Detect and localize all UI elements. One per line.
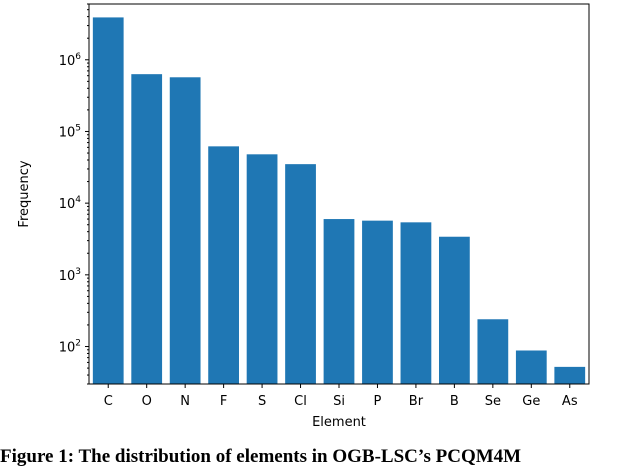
bar-cl [285, 164, 316, 384]
x-tick-label: Cl [294, 394, 307, 409]
x-tick-label: Ge [522, 394, 540, 409]
frequency-bar-chart: C O N F S Cl Si P Br B Se Ge As 102 103 104 105 106 Elem… [17, 3, 590, 430]
x-tick-label: C [104, 394, 113, 409]
x-tick-label: Si [333, 394, 345, 409]
x-tick-label: N [180, 394, 190, 409]
x-axis-title: Element [312, 415, 366, 430]
y-axis-ticks: 102 103 104 105 106 [59, 3, 89, 385]
bar-b [439, 236, 470, 384]
bar-as [554, 366, 586, 384]
bar-s [246, 154, 278, 384]
x-tick-label: Se [485, 394, 501, 409]
bar-o [131, 74, 163, 384]
x-tick-label: P [374, 394, 382, 409]
bars-group [92, 17, 586, 385]
bar-f [208, 146, 239, 384]
bar-br [400, 222, 432, 384]
y-axis-title: Frequency [17, 160, 32, 227]
y-tick-label: 103 [59, 267, 81, 284]
x-tick-label: F [220, 394, 227, 409]
bar-n [169, 77, 201, 385]
figure-caption: Figure 1: The distribution of elements i… [0, 446, 522, 467]
x-tick-label: O [142, 394, 152, 409]
bar-ge [515, 350, 547, 384]
bar-se [477, 319, 509, 384]
x-tick-label: As [562, 394, 578, 409]
y-tick-label: 104 [59, 195, 82, 212]
bar-p [362, 220, 393, 384]
x-tick-label: B [450, 394, 459, 409]
x-axis-ticks: C O N F S Cl Si P Br B Se Ge As [104, 384, 578, 409]
y-tick-label: 106 [59, 52, 82, 69]
bar-c [92, 17, 124, 384]
y-tick-label: 105 [59, 123, 81, 140]
x-tick-label: Br [409, 394, 424, 409]
bar-si [323, 219, 355, 384]
y-tick-label: 102 [59, 339, 81, 356]
x-tick-label: S [258, 394, 266, 409]
